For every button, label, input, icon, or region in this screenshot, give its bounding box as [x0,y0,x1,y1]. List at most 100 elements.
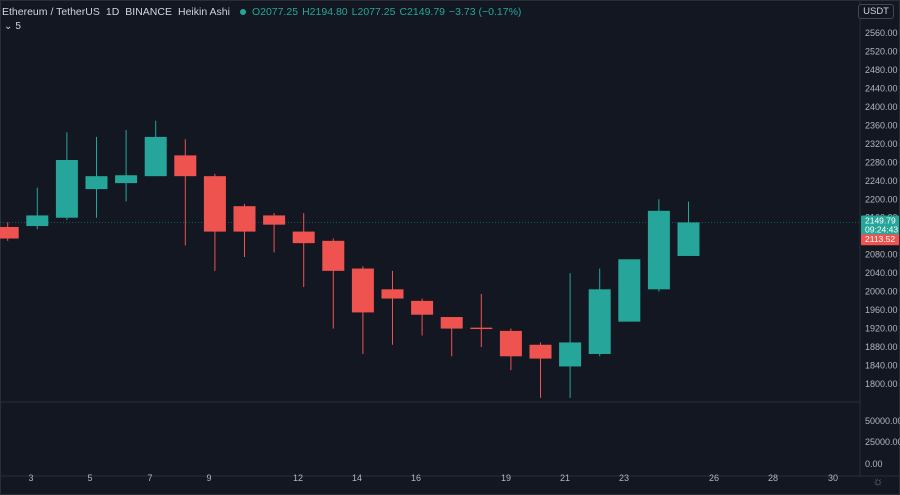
candle-body [499,330,522,357]
candle-body [174,155,197,177]
price-tick-label: 2320.00 [865,139,898,149]
low-value: 2077.25 [357,6,396,18]
candle-body [618,259,641,322]
candle-body [440,317,463,329]
candle-body [203,176,226,232]
candle [440,317,463,357]
candle [263,213,286,253]
price-tick-label: 2080.00 [865,250,898,260]
candle [559,273,582,398]
candle-body [292,231,315,244]
candle [618,259,641,322]
candle-body [85,176,108,190]
current-price-badge [861,215,899,236]
time-tick-label: 21 [560,473,570,483]
candle-body [647,210,670,290]
candle [26,187,49,230]
candle [144,120,167,177]
close-label: C [399,6,408,18]
open-label: O [251,6,261,18]
candle-body [263,215,286,225]
market-status-icon [239,9,246,15]
time-tick-label: 30 [828,473,838,483]
price-tick-label: 2520.00 [865,46,898,56]
candle [85,136,108,218]
candle-body [470,327,493,330]
candle [174,139,197,246]
change-value: −3.73 (−0.17%) [449,6,522,18]
price-tick-label: 1840.00 [865,361,898,371]
candle [292,213,315,288]
price-tick-label: 2360.00 [865,120,898,130]
ha-price-badge [861,234,899,246]
chart-grid [0,0,900,477]
candle [115,129,138,202]
price-tick-label: 2040.00 [865,268,898,278]
time-tick-label: 19 [501,473,511,483]
volume-tick-label: 0.00 [865,459,883,469]
price-tick-label: 2000.00 [865,287,898,297]
time-tick-label: 7 [147,473,152,483]
high-value: 2194.80 [309,6,348,18]
candle [588,268,611,357]
time-tick-label: 16 [411,473,421,483]
candle [322,238,345,329]
countdown-label: 09:24:43 [865,224,898,234]
time-tick-label: 12 [293,473,303,483]
price-tick-label: 1880.00 [865,342,898,352]
candle-body [144,136,167,177]
price-tick-label: 2440.00 [865,83,898,93]
candle [381,270,404,345]
candle-body [322,240,345,271]
exchange-label: BINANCE [125,6,172,18]
candle-body [351,268,374,313]
price-tick-label: 1960.00 [865,305,898,315]
low-label: L [351,6,358,18]
candle-body [115,175,138,184]
current-price-label: 2149.79 [865,215,896,225]
indicator-count: 5 [15,20,21,32]
indicator-toggle[interactable]: ⌄ 5 [4,20,21,32]
time-tick-label: 5 [87,473,92,483]
ohlc-values: O2077.25 H2194.80 L2077.25 C2149.79 −3.7… [252,6,521,18]
price-tick-label: 2480.00 [865,65,898,75]
price-tick-label: 2560.00 [865,28,898,38]
volume-tick-label: 25000.00 [865,437,900,447]
symbol-name[interactable]: Ethereum / TetherUS [2,6,100,18]
candle-body [233,206,256,232]
chevron-down-icon[interactable]: ⌄ [4,20,13,32]
ha-price-label: 2113.52 [865,234,895,244]
price-axis: 22560.002520.002480.002440.002400.002360… [861,9,899,389]
candle [529,342,552,398]
currency-badge[interactable]: USDT [858,4,894,19]
price-tick-label: 2200.00 [865,194,898,204]
open-value: 2077.25 [260,6,299,18]
interval-label[interactable]: 1D [105,6,120,18]
candle [470,293,493,348]
chart-legend: Ethereum / TetherUS 1D BINANCE Heikin As… [2,5,521,19]
time-tick-label: 28 [768,473,778,483]
volume-axis: 50000.00 25000.00 0.00 [865,416,900,469]
candle [351,266,374,354]
settings-gear-icon[interactable]: ☼ [872,474,884,488]
candle-body [0,226,19,239]
price-tick-label: 1800.00 [865,379,898,389]
time-tick-label: 3 [28,473,33,483]
candle [55,132,78,221]
high-label: H [302,6,310,18]
candle-body [529,344,552,359]
candle [677,201,700,256]
candle-body [26,215,49,227]
close-value: 2149.79 [407,6,446,18]
candle-body [411,300,434,315]
candle [647,199,670,292]
volume-tick-label: 50000.00 [865,416,900,426]
time-axis: 3 5 7 9 12 14 16 19 21 23 26 28 30 [28,473,838,483]
time-tick-label: 14 [352,473,362,483]
candle-body [559,342,582,367]
candle [203,173,226,271]
price-tick-label: 2400.00 [865,102,898,112]
candle [0,222,19,241]
chart-type-label: Heikin Ashi [177,6,230,18]
